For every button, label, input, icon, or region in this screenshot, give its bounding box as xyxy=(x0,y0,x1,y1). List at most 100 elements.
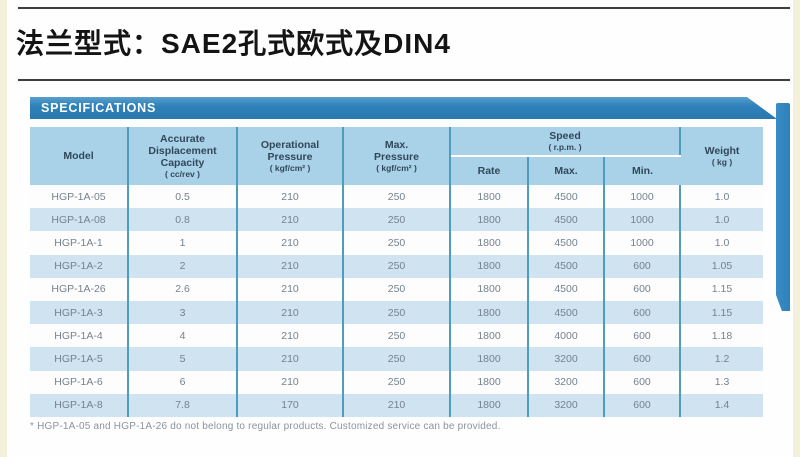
cell-speed-min: 600 xyxy=(604,324,681,348)
page-title: 法兰型式：SAE2孔式欧式及DIN4 xyxy=(16,28,451,59)
cell-model: HGP-1A-26 xyxy=(30,277,129,301)
cell-max-pressure: 250 xyxy=(343,231,451,255)
cell-model: HGP-1A-05 xyxy=(30,185,129,209)
cell-speed-max: 4500 xyxy=(528,254,605,278)
cell-displacement: 0.5 xyxy=(128,185,238,209)
cell-operational-pressure: 210 xyxy=(237,254,344,278)
cell-displacement: 2 xyxy=(128,254,238,278)
table-body: HGP-1A-05 0.5 210 250 1800 4500 1000 1.0 HGP-1A-… xyxy=(30,185,763,417)
cell-weight: 1.0 xyxy=(680,208,763,232)
cell-speed-min: 1000 xyxy=(604,208,681,232)
cell-weight: 1.3 xyxy=(680,370,763,394)
top-divider xyxy=(18,7,790,9)
table-row: HGP-1A-8 7.8 170 210 1800 3200 600 1.4 xyxy=(30,393,763,417)
cell-max-pressure: 250 xyxy=(343,300,451,325)
cell-model: HGP-1A-5 xyxy=(30,347,129,371)
cell-operational-pressure: 210 xyxy=(237,277,344,301)
column-header-model: Model xyxy=(30,127,129,185)
cell-displacement: 1 xyxy=(128,231,238,255)
cell-speed-rate: 1800 xyxy=(450,300,529,325)
cell-weight: 1.4 xyxy=(680,393,763,417)
cell-max-pressure: 250 xyxy=(343,254,451,278)
cell-max-pressure: 250 xyxy=(343,208,451,232)
column-header-operational-pressure: Operational Pressure ( kgf/cm² ) xyxy=(237,127,344,185)
cell-operational-pressure: 210 xyxy=(237,324,344,348)
cell-max-pressure: 250 xyxy=(343,277,451,301)
cell-model: HGP-1A-1 xyxy=(30,231,129,255)
cell-weight: 1.15 xyxy=(680,300,763,325)
cell-speed-max: 3200 xyxy=(528,370,605,394)
cell-speed-min: 600 xyxy=(604,300,681,325)
cell-speed-rate: 1800 xyxy=(450,254,529,278)
cell-max-pressure: 250 xyxy=(343,185,451,209)
cell-operational-pressure: 210 xyxy=(237,208,344,232)
cell-weight: 1.18 xyxy=(680,324,763,348)
cell-operational-pressure: 170 xyxy=(237,393,344,417)
cell-max-pressure: 250 xyxy=(343,370,451,394)
cell-speed-min: 600 xyxy=(604,277,681,301)
column-header-speed-max: Max. xyxy=(528,156,605,185)
cell-speed-max: 3200 xyxy=(528,347,605,371)
cell-speed-max: 4500 xyxy=(528,208,605,232)
cell-displacement: 4 xyxy=(128,324,238,348)
table-row: HGP-1A-2 2 210 250 1800 4500 600 1.05 xyxy=(30,254,763,278)
cell-max-pressure: 250 xyxy=(343,324,451,348)
cell-weight: 1.0 xyxy=(680,185,763,209)
cell-speed-rate: 1800 xyxy=(450,231,529,255)
header-row: Model Accurate Displacement Capacity ( c… xyxy=(30,127,763,185)
cell-speed-min: 600 xyxy=(604,370,681,394)
cell-speed-rate: 1800 xyxy=(450,324,529,348)
cell-displacement: 0.8 xyxy=(128,208,238,232)
title-divider xyxy=(18,79,790,81)
cell-operational-pressure: 210 xyxy=(237,300,344,325)
specifications-banner: SPECIFICATIONS xyxy=(30,97,777,119)
table-row: HGP-1A-5 5 210 250 1800 3200 600 1.2 xyxy=(30,347,763,371)
cell-model: HGP-1A-6 xyxy=(30,370,129,394)
cell-speed-max: 4000 xyxy=(528,324,605,348)
table-row: HGP-1A-4 4 210 250 1800 4000 600 1.18 xyxy=(30,324,763,348)
column-header-displacement: Accurate Displacement Capacity ( cc/rev … xyxy=(128,127,238,185)
table-row: HGP-1A-08 0.8 210 250 1800 4500 1000 1.0 xyxy=(30,208,763,232)
cell-speed-min: 600 xyxy=(604,393,681,417)
cell-model: HGP-1A-08 xyxy=(30,208,129,232)
cell-speed-max: 4500 xyxy=(528,185,605,209)
cell-speed-min: 1000 xyxy=(604,231,681,255)
cell-speed-min: 1000 xyxy=(604,185,681,209)
table-row: HGP-1A-05 0.5 210 250 1800 4500 1000 1.0 xyxy=(30,185,763,209)
cell-speed-rate: 1800 xyxy=(450,370,529,394)
cell-speed-max: 4500 xyxy=(528,300,605,325)
cell-operational-pressure: 210 xyxy=(237,231,344,255)
cell-max-pressure: 210 xyxy=(343,393,451,417)
column-header-speed: Speed ( r.p.m. ) xyxy=(450,127,681,157)
footnote: * HGP-1A-05 and HGP-1A-26 do not belong … xyxy=(30,421,501,432)
cell-speed-min: 600 xyxy=(604,347,681,371)
cell-weight: 1.05 xyxy=(680,254,763,278)
cell-speed-max: 4500 xyxy=(528,277,605,301)
cell-speed-max: 3200 xyxy=(528,393,605,417)
cell-speed-rate: 1800 xyxy=(450,347,529,371)
column-header-speed-rate: Rate xyxy=(450,156,529,185)
table-row: HGP-1A-26 2.6 210 250 1800 4500 600 1.15 xyxy=(30,277,763,301)
cell-operational-pressure: 210 xyxy=(237,185,344,209)
cell-speed-rate: 1800 xyxy=(450,208,529,232)
table-row: HGP-1A-3 3 210 250 1800 4500 600 1.15 xyxy=(30,300,763,325)
cell-speed-rate: 1800 xyxy=(450,393,529,417)
cell-model: HGP-1A-3 xyxy=(30,300,129,325)
cell-model: HGP-1A-8 xyxy=(30,393,129,417)
cell-weight: 1.0 xyxy=(680,231,763,255)
cell-displacement: 6 xyxy=(128,370,238,394)
table-row: HGP-1A-6 6 210 250 1800 3200 600 1.3 xyxy=(30,370,763,394)
cell-weight: 1.2 xyxy=(680,347,763,371)
cell-speed-rate: 1800 xyxy=(450,277,529,301)
cell-speed-rate: 1800 xyxy=(450,185,529,209)
cell-operational-pressure: 210 xyxy=(237,370,344,394)
cell-model: HGP-1A-4 xyxy=(30,324,129,348)
specifications-label: SPECIFICATIONS xyxy=(41,101,157,115)
cell-max-pressure: 250 xyxy=(343,347,451,371)
cell-displacement: 7.8 xyxy=(128,393,238,417)
cell-operational-pressure: 210 xyxy=(237,347,344,371)
side-ribbon xyxy=(776,103,790,311)
column-header-speed-min: Min. xyxy=(604,156,680,185)
cell-weight: 1.15 xyxy=(680,277,763,301)
